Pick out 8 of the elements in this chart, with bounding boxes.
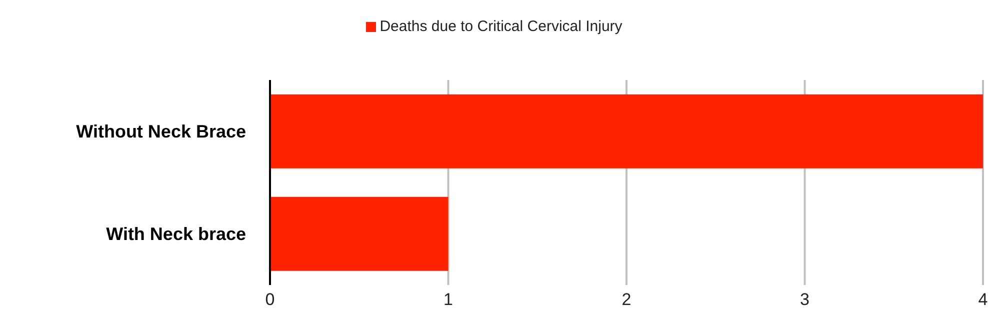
y-tick-label: Without Neck Brace xyxy=(76,122,246,142)
x-tick-label: 0 xyxy=(265,290,275,310)
y-tick-label: With Neck brace xyxy=(106,224,246,244)
x-tick-label: 4 xyxy=(978,290,988,310)
x-tick-label: 1 xyxy=(444,290,453,310)
legend-label: Deaths due to Critical Cervical Injury xyxy=(380,18,622,35)
x-tick-label: 2 xyxy=(622,290,632,310)
x-tick-label: 3 xyxy=(800,290,810,310)
